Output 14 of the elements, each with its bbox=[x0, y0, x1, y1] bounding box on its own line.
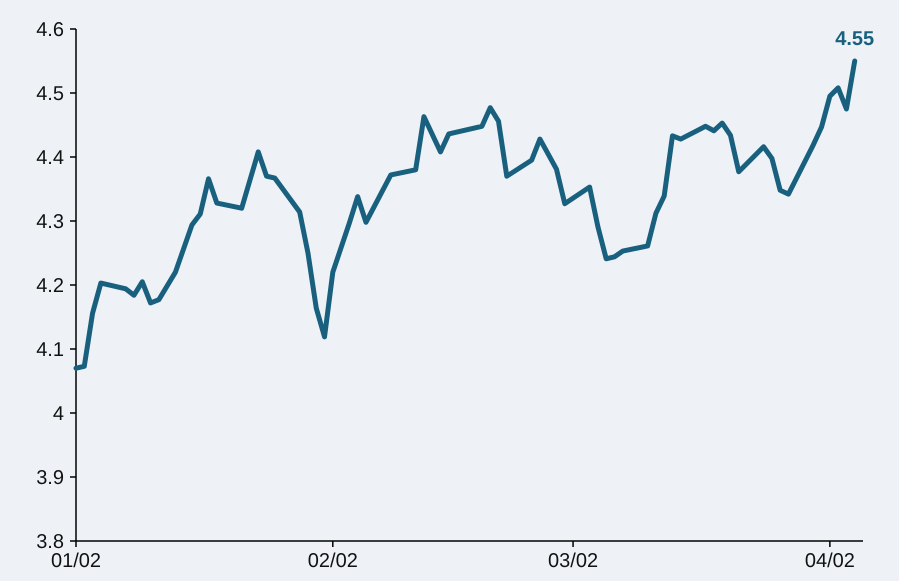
y-tick-label: 4.5 bbox=[36, 83, 64, 105]
y-tick-label: 4.4 bbox=[36, 147, 64, 169]
y-tick-label: 3.8 bbox=[36, 531, 64, 553]
annotation: 4.55 bbox=[835, 28, 874, 50]
y-tick-label: 4.2 bbox=[36, 275, 64, 297]
y-tick-label: 3.9 bbox=[36, 467, 64, 489]
y-tick-label: 4 bbox=[52, 403, 64, 425]
x-tick-label: 04/02 bbox=[804, 550, 855, 572]
y-tick-label: 4.6 bbox=[36, 19, 64, 41]
x-tick-label: 02/02 bbox=[308, 550, 358, 572]
x-tick-label: 03/02 bbox=[548, 550, 598, 572]
y-tick-label: 4.3 bbox=[36, 211, 64, 233]
x-tick-label: 01/02 bbox=[50, 550, 102, 572]
y-tick-label: 4.1 bbox=[36, 339, 64, 361]
